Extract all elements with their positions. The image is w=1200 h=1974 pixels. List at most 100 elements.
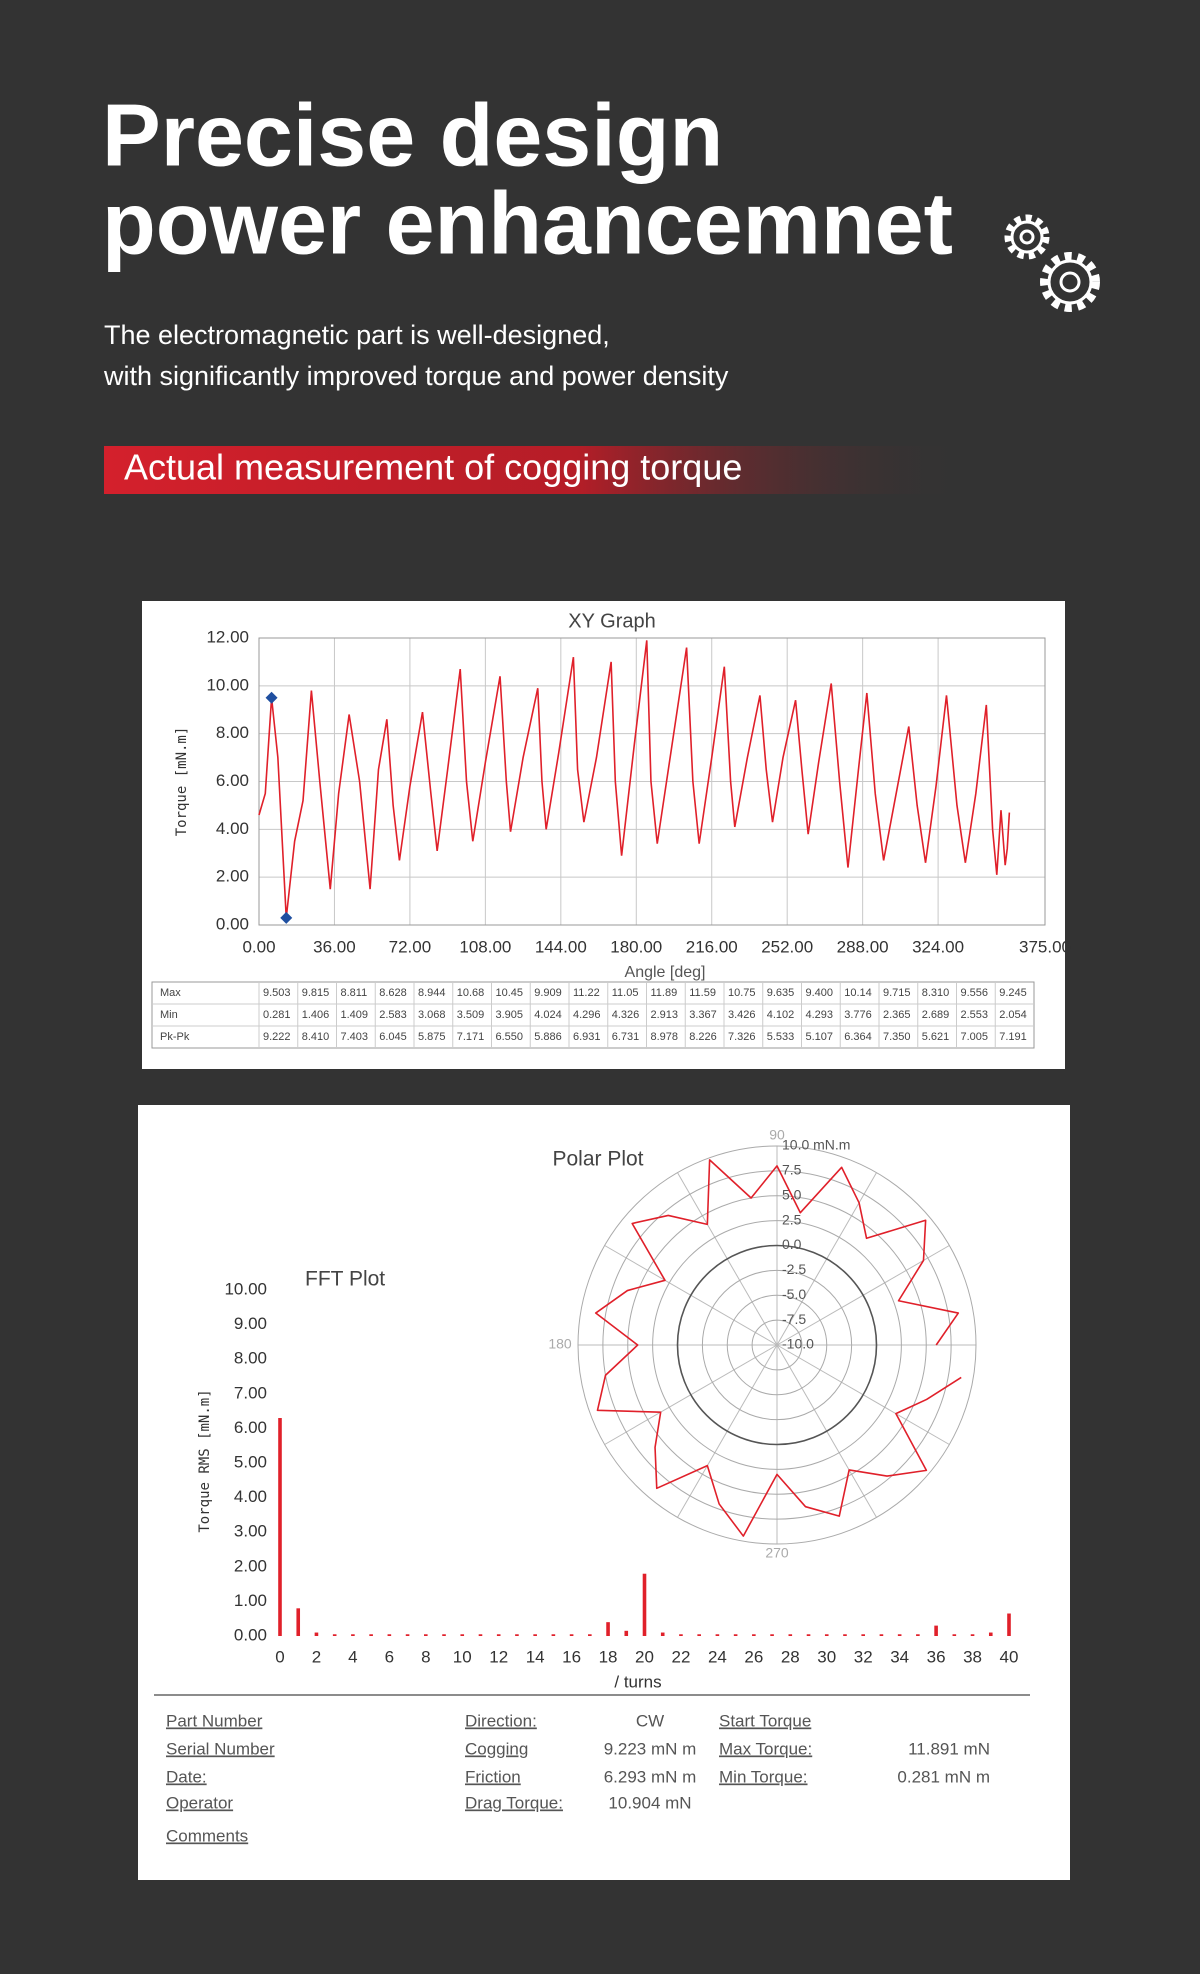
x-tick-label: 324.00 — [912, 937, 964, 956]
bar — [369, 1634, 373, 1636]
table-cell: 7.350 — [883, 1031, 911, 1043]
table-cell: 4.293 — [806, 1009, 834, 1021]
x-tick-label: 144.00 — [535, 937, 587, 956]
bar — [551, 1634, 556, 1636]
table-cell: 5.107 — [806, 1031, 834, 1043]
table-cell: 8.410 — [302, 1031, 330, 1043]
info-text: 0.281 mN m — [897, 1767, 990, 1786]
table-cell: 10.75 — [728, 987, 756, 999]
y-tick-label: 12.00 — [206, 627, 249, 646]
table-cell: 6.045 — [379, 1031, 407, 1043]
gear-icon — [1004, 214, 1100, 312]
bar — [515, 1634, 519, 1636]
table-cell: 3.367 — [689, 1009, 717, 1021]
x-tick-label: 26 — [744, 1647, 763, 1666]
bar — [606, 1622, 610, 1636]
chart-title: FFT Plot — [305, 1268, 385, 1291]
table-cell: 9.715 — [883, 987, 911, 999]
table-cell: 10.45 — [496, 987, 524, 999]
x-tick-label: 10 — [453, 1647, 472, 1666]
y-tick-label: 4.00 — [216, 819, 249, 838]
y-tick-label: 5.00 — [234, 1452, 267, 1471]
y-tick-label: 6.00 — [234, 1418, 267, 1437]
info-text: 6.293 mN m — [604, 1767, 697, 1786]
table-cell: 5.886 — [534, 1031, 562, 1043]
x-tick-label: 4 — [348, 1647, 357, 1666]
bar — [733, 1634, 738, 1636]
bar — [970, 1634, 975, 1636]
y-tick-label: 0.00 — [216, 914, 249, 933]
bar — [569, 1634, 574, 1636]
bar — [496, 1634, 501, 1636]
banner-text: Actual measurement of cogging torque — [124, 447, 742, 488]
x-tick-label: 32 — [854, 1647, 873, 1666]
bar — [861, 1634, 865, 1636]
bar — [715, 1634, 720, 1636]
bar — [952, 1634, 957, 1636]
table-cell: 7.403 — [341, 1031, 369, 1043]
r-tick-label: 0.0 — [782, 1236, 802, 1252]
r-tick-label: -7.5 — [782, 1311, 806, 1327]
table-cell: 8.310 — [922, 987, 950, 999]
extreme-marker — [280, 911, 293, 924]
chart-title: XY Graph — [568, 610, 655, 632]
table-cell: 5.621 — [922, 1031, 950, 1043]
x-tick-label: 72.00 — [389, 937, 432, 956]
table-cell: 7.326 — [728, 1031, 756, 1043]
table-cell: 8.811 — [341, 987, 368, 999]
table-cell: 8.226 — [689, 1031, 717, 1043]
chart-title: Polar Plot — [552, 1148, 643, 1171]
x-tick-label: 14 — [526, 1647, 545, 1666]
table-cell: 6.731 — [612, 1031, 640, 1043]
subtitle: with significantly improved torque and p… — [103, 361, 729, 391]
table-cell: 2.365 — [883, 1009, 911, 1021]
bar — [824, 1634, 829, 1636]
x-tick-label: 24 — [708, 1647, 727, 1666]
info-text: Serial Number — [166, 1739, 275, 1758]
table-cell: 7.005 — [961, 1031, 989, 1043]
bar — [752, 1634, 756, 1636]
bar — [478, 1634, 483, 1636]
bar — [387, 1634, 392, 1636]
subtitle: The electromagnetic part is well-designe… — [104, 320, 610, 350]
table-cell: 9.815 — [302, 987, 330, 999]
table-cell: 9.556 — [961, 987, 989, 999]
table-cell: Max — [160, 987, 181, 999]
polar-ring — [676, 1244, 878, 1446]
table-cell: 3.905 — [496, 1009, 524, 1021]
info-text: Friction — [465, 1767, 521, 1786]
table-cell: 11.59 — [689, 987, 716, 999]
y-axis-label: Torque RMS [mN.m] — [197, 1389, 213, 1532]
table-cell: 9.222 — [263, 1031, 291, 1043]
table-cell: 4.024 — [534, 1009, 562, 1021]
r-tick-label: -2.5 — [782, 1261, 806, 1277]
data-line — [258, 640, 1011, 918]
info-text: Date: — [166, 1767, 207, 1786]
polar-ring — [701, 1269, 853, 1421]
fft-polar-panel — [138, 1105, 1070, 1880]
table-cell: 4.296 — [573, 1009, 601, 1021]
theta-tick-label: 180 — [548, 1336, 572, 1352]
bar — [788, 1634, 793, 1636]
table-cell: 9.503 — [263, 987, 291, 999]
table-cell: 9.635 — [767, 987, 795, 999]
bar — [697, 1634, 701, 1636]
info-text: Comments — [166, 1826, 248, 1845]
info-text: 9.223 mN m — [604, 1739, 697, 1758]
bar — [405, 1634, 410, 1636]
table-cell: 4.102 — [767, 1009, 795, 1021]
table-cell: 5.875 — [418, 1031, 446, 1043]
x-tick-label: 38 — [963, 1647, 982, 1666]
x-tick-label: 252.00 — [761, 937, 813, 956]
r-tick-label: -10.0 — [782, 1336, 814, 1352]
info-text: Min Torque: — [719, 1767, 808, 1786]
table-cell: Min — [160, 1009, 178, 1021]
table-cell: 10.14 — [844, 987, 872, 999]
table-cell: 6.364 — [844, 1031, 872, 1043]
x-tick-label: 16 — [562, 1647, 581, 1666]
x-tick-label: 30 — [817, 1647, 836, 1666]
table-cell: 9.909 — [534, 987, 562, 999]
y-tick-label: 2.00 — [216, 867, 249, 886]
info-text: 11.891 mN — [908, 1739, 990, 1758]
polar-line — [594, 1159, 962, 1537]
